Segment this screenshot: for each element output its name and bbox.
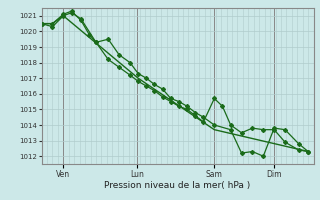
X-axis label: Pression niveau de la mer( hPa ): Pression niveau de la mer( hPa ): [104, 181, 251, 190]
